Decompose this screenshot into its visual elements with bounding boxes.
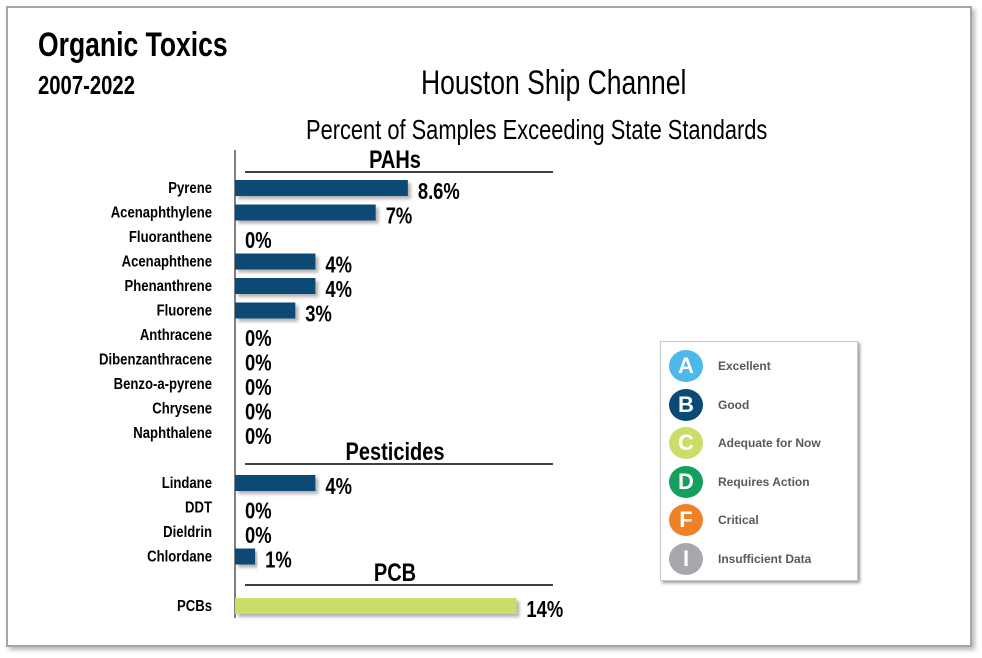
legend-item-b: B Good [669,388,749,422]
category-label: Phenanthrene [125,278,212,295]
legend-label: Excellent [718,359,771,373]
chart-subtitle: Percent of Samples Exceeding State Stand… [306,114,768,145]
data-label: 4% [325,253,352,278]
grade-i-icon: I [669,542,703,575]
legend-label: Good [718,397,750,412]
bar-phenanthrene [235,278,316,294]
grade-c-icon: C [669,427,703,459]
category-label: Chlordane [147,548,212,565]
bar-fluorene [235,302,296,319]
legend-item-i: I Insufficient Data [669,542,811,576]
grade-d-icon: D [669,465,703,498]
category-label: Chrysene [152,400,212,417]
category-label: Dieldrin [163,524,212,541]
category-label: Lindane [162,475,212,492]
bar-lindane [235,475,316,491]
category-label: Dibenzanthracene [99,351,212,368]
data-label: 0% [245,228,272,253]
legend-item-a: A Excellent [669,349,771,383]
data-label: 7% [386,204,413,229]
page-title: Organic Toxics [38,26,228,64]
grade-f-icon: F [669,504,703,536]
data-label: 0% [245,424,272,449]
grade-b-icon: B [669,388,703,421]
data-label: 0% [245,375,272,400]
category-label: PCBs [177,598,212,615]
legend-label: Requires Action [718,474,810,489]
data-label: 14% [526,597,563,622]
legend-label: Adequate for Now [718,436,821,450]
bar-acenaphthylene [235,204,376,221]
legend-label: Critical [718,513,759,527]
grade-a-icon: A [669,350,703,382]
legend-label: Insufficient Data [718,551,812,566]
year-range: 2007-2022 [38,70,135,100]
group-header-pcb: PCB [374,559,416,587]
category-label: Acenaphthylene [111,204,212,221]
data-label: 4% [325,474,352,499]
category-label: Naphthalene [133,425,212,442]
bar-pcbs [235,598,517,614]
bar-chlordane [235,548,256,565]
category-label: DDT [185,499,212,516]
data-label: 0% [245,523,272,548]
category-label: Pyrene [168,180,212,197]
category-label: Benzo-a-pyrene [114,376,212,393]
data-label: 8.6% [418,179,460,204]
category-label: Fluorene [157,302,212,319]
group-header-pahs: PAHs [369,146,421,174]
data-label: 3% [305,302,332,327]
category-label: Fluoranthene [129,229,212,246]
data-label: 0% [245,351,272,376]
chart-title: Houston Ship Channel [421,64,687,102]
group-header-pesticides: Pesticides [346,438,445,466]
category-label: Anthracene [140,327,212,344]
data-label: 4% [325,277,352,302]
bar-acenaphthene [235,253,316,270]
grade-legend: A Excellent B Good C Adequate for Now D Require… [660,341,858,581]
legend-item-f: F Critical [669,503,759,537]
data-label: 0% [245,326,272,351]
bar-pyrene [235,180,408,196]
legend-item-d: D Requires Action [669,465,810,499]
data-label: 0% [245,499,272,524]
data-label: 1% [265,548,292,573]
legend-item-c: C Adequate for Now [669,426,821,460]
category-label: Acenaphthene [122,253,212,270]
data-label: 0% [245,400,272,425]
